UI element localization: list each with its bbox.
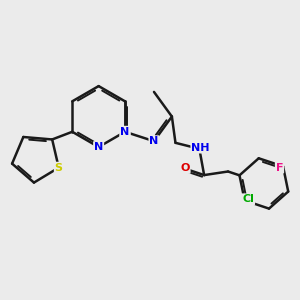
Text: N: N	[149, 136, 159, 146]
Text: N: N	[94, 142, 103, 152]
Text: O: O	[180, 163, 190, 173]
Text: N: N	[120, 127, 130, 137]
Text: NH: NH	[191, 142, 210, 153]
Text: N: N	[120, 127, 130, 137]
Text: F: F	[276, 163, 283, 172]
Text: S: S	[55, 163, 63, 172]
Text: Cl: Cl	[242, 194, 254, 204]
